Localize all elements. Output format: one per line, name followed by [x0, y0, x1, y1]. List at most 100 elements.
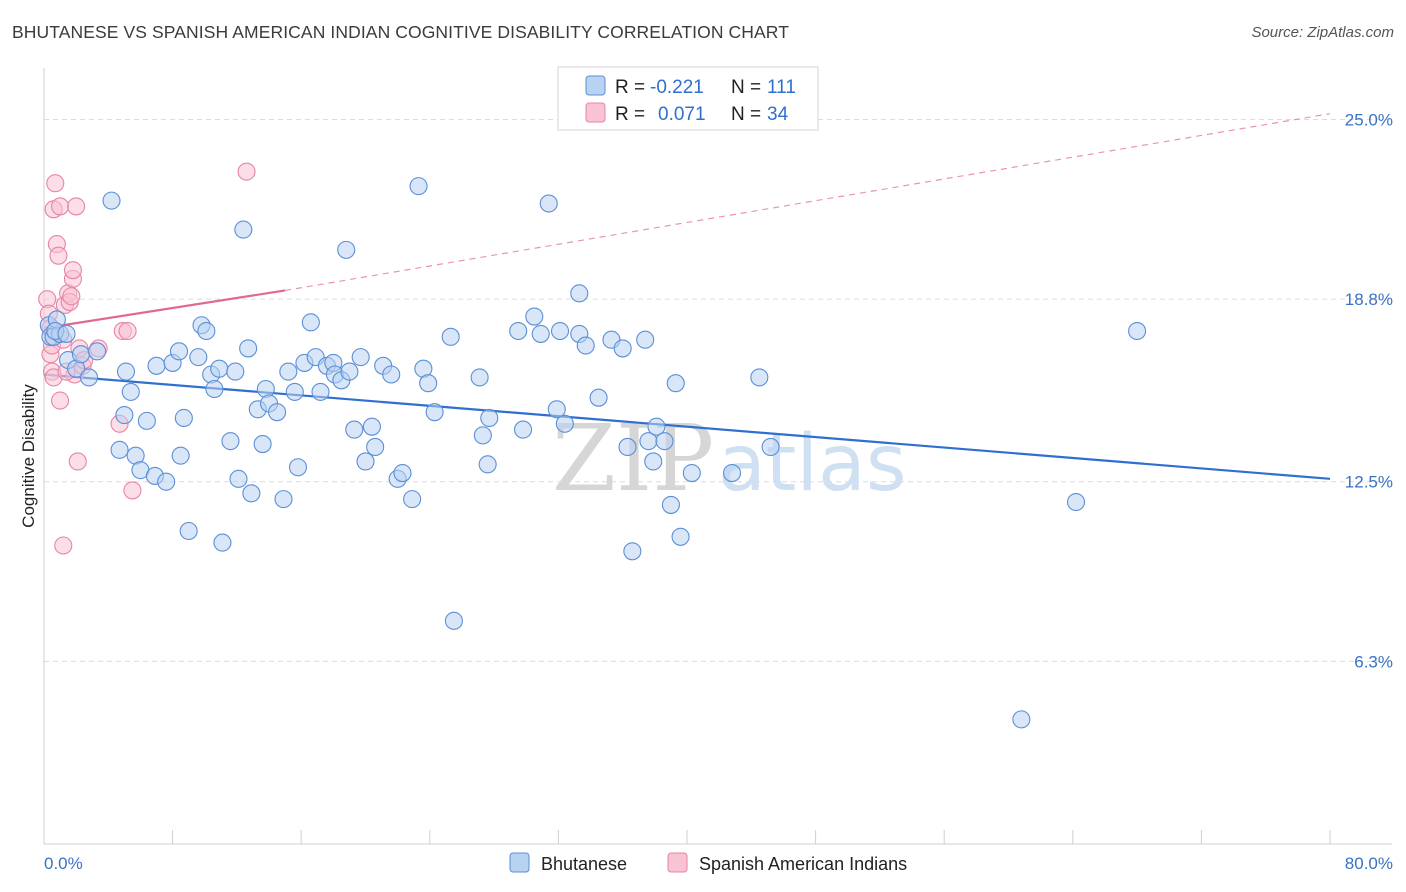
bhutanese-point [362, 417, 381, 436]
bhutanese-point [618, 437, 637, 457]
bhutanese-point [171, 446, 190, 465]
bhutanese-point [513, 420, 533, 439]
spanish-point [63, 261, 82, 280]
bhutanese-point [179, 521, 198, 541]
bottom-legend: Bhutanese Spanish American Indians [509, 852, 907, 874]
bhutanese-point [636, 330, 655, 349]
bottom-legend-swatch-bhutanese [509, 852, 530, 873]
bhutanese-point [750, 368, 769, 387]
legend-swatch-spanish [585, 102, 606, 123]
bhutanese-point [356, 452, 375, 471]
bhutanese-point [205, 379, 224, 399]
spanish-point [51, 197, 70, 216]
legend-r-label-1: R = [615, 77, 645, 98]
bottom-legend-bhutanese: Bhutanese [541, 854, 627, 874]
bhutanese-point [576, 336, 595, 355]
spanish-point [46, 174, 65, 193]
bhutanese-point [253, 435, 272, 454]
bhutanese-point [71, 345, 91, 364]
bhutanese-point [234, 220, 253, 239]
y-tick-label: 6.3% [1354, 652, 1393, 671]
top-legend: R = -0.221 N = 111 R = 0.071 N = 34 [557, 66, 819, 131]
bhutanese-point [661, 495, 680, 514]
spanish-point [49, 246, 68, 265]
y-tick-label: 25.0% [1345, 110, 1393, 129]
bhutanese-point [539, 194, 558, 213]
y-axis-label: Cognitive Disability [19, 384, 38, 528]
y-tick-label: 12.5% [1345, 473, 1393, 492]
bhutanese-point [470, 368, 489, 387]
bhutanese-point [311, 382, 330, 401]
bhutanese-point [655, 432, 674, 451]
spanish-point [118, 321, 137, 341]
bhutanese-point [666, 374, 685, 393]
bhutanese-point [682, 463, 701, 483]
spanish-point [68, 452, 87, 471]
bhutanese-point [337, 240, 356, 259]
bhutanese-point [525, 307, 544, 326]
bhutanese-point [121, 382, 140, 401]
bhutanese-point [644, 452, 663, 471]
legend-r-value-1: -0.221 [650, 77, 704, 98]
bhutanese-point [301, 313, 320, 332]
spanish-trend-line [43, 289, 286, 330]
bhutanese-point [274, 490, 293, 509]
bhutanese-point [147, 356, 166, 375]
bhutanese-point [409, 177, 428, 196]
bhutanese-point [279, 362, 298, 381]
bhutanese-point [157, 472, 176, 491]
bhutanese-point [102, 191, 121, 210]
bhutanese-point [613, 339, 632, 358]
bhutanese-point [550, 321, 570, 341]
data-points [38, 162, 1147, 729]
legend-swatch-bhutanese [585, 75, 606, 96]
bhutanese-point [137, 411, 156, 430]
bhutanese-point [1128, 321, 1147, 341]
bhutanese-point [226, 362, 245, 381]
legend-r-value-2: 0.071 [658, 104, 706, 125]
bhutanese-point [210, 359, 229, 378]
bhutanese-point [509, 321, 528, 341]
source-label: Source: ZipAtlas.com [1251, 24, 1394, 41]
spanish-trend-extension [285, 113, 1331, 292]
bhutanese-point [116, 362, 136, 381]
legend-n-value-1: 111 [767, 77, 796, 98]
bhutanese-point [473, 426, 492, 445]
spanish-point [67, 197, 86, 216]
bhutanese-point [444, 611, 463, 630]
bhutanese-point [722, 463, 742, 483]
bhutanese-point [570, 284, 589, 303]
legend-n-label-2: N = [731, 104, 761, 125]
x-tick-label: 0.0% [44, 854, 83, 873]
bhutanese-point [555, 414, 574, 433]
bhutanese-point [213, 533, 232, 552]
bhutanese-point [382, 365, 401, 384]
bhutanese-point [189, 348, 208, 367]
bhutanese-point [403, 490, 422, 509]
bhutanese-point [480, 408, 499, 428]
bhutanese-point [1012, 710, 1031, 729]
legend-r-label-2: R = [615, 104, 645, 125]
bhutanese-point [761, 437, 780, 457]
bhutanese-point [197, 321, 216, 341]
legend-n-value-2: 34 [767, 104, 789, 125]
bhutanese-point [671, 527, 690, 546]
bhutanese-point [87, 342, 107, 361]
bhutanese-point [340, 362, 359, 381]
bhutanese-point [174, 408, 193, 428]
bhutanese-point [547, 400, 566, 419]
tick-labels: 6.3% 12.5% 18.8% 25.0% 0.0% 80.0% [44, 110, 1393, 873]
bhutanese-point [478, 455, 497, 474]
bhutanese-point [1066, 492, 1086, 512]
bhutanese-point [221, 432, 240, 451]
bottom-legend-swatch-spanish [667, 852, 688, 873]
bhutanese-point [115, 406, 134, 425]
bhutanese-point [531, 324, 550, 343]
spanish-point [62, 287, 81, 306]
bhutanese-point [623, 542, 642, 561]
bhutanese-point [242, 484, 261, 503]
bhutanese-point [268, 403, 287, 422]
bhutanese-point [393, 463, 412, 483]
bhutanese-point [285, 382, 304, 401]
